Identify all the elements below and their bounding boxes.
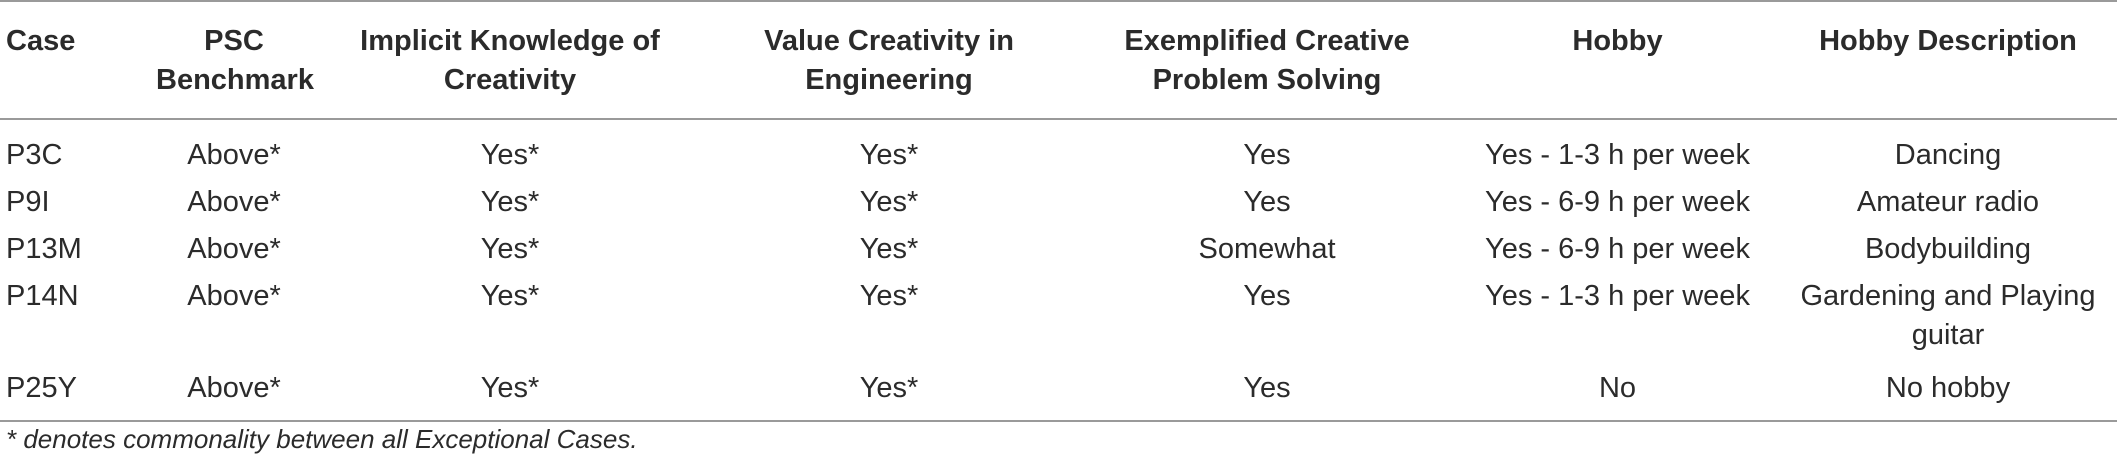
cell-implicit-knowledge: Yes* <box>480 139 540 171</box>
cell-implicit-knowledge: Yes* <box>480 280 540 312</box>
cell-psc-benchmark: Above* <box>187 372 281 404</box>
header-psc-benchmark: PSC Benchmark <box>148 1 320 119</box>
table-header: Case PSC Benchmark Implicit Knowledge of C… <box>0 1 2117 119</box>
cell-implicit-knowledge: Yes* <box>480 372 540 404</box>
header-case-text: Case <box>6 25 76 57</box>
cell-case: P25Y <box>6 372 77 404</box>
cell-case: P3C <box>6 139 63 171</box>
header-hobby-description-text: Hobby Description <box>1819 25 2077 57</box>
cell-value-creativity: Yes* <box>859 233 919 265</box>
cell-exemplified-problem-solving: Yes <box>1243 186 1291 218</box>
header-value-creativity: Value Creativity in Engineering <box>700 1 1078 119</box>
cell-value-creativity: Yes* <box>859 186 919 218</box>
header-value-line1: Value Creativity in <box>764 25 1014 57</box>
cell-value-creativity: Yes* <box>859 139 919 171</box>
cell-exemplified-problem-solving: Yes <box>1243 372 1291 404</box>
cell-hobby: Yes - 6-9 h per week <box>1485 186 1750 218</box>
cell-value-creativity: Yes* <box>859 372 919 404</box>
header-implicit-knowledge: Implicit Knowledge of Creativity <box>320 1 700 119</box>
data-table-container: Case PSC Benchmark Implicit Knowledge of C… <box>0 1 2117 421</box>
cell-hobby: No <box>1598 372 1637 404</box>
cell-case: P14N <box>6 280 79 312</box>
cell-value-creativity: Yes* <box>859 280 919 312</box>
table-body: P3C Above* Yes* Yes* Yes Yes - 1-3 h per… <box>0 119 2117 421</box>
cell-psc-benchmark: Above* <box>187 139 281 171</box>
cell-hobby-description: Dancing <box>1894 139 2002 171</box>
header-row: Case PSC Benchmark Implicit Knowledge of C… <box>0 1 2117 119</box>
table-row: P13M Above* Yes* Yes* Somewhat Yes - 6-9… <box>0 226 2117 273</box>
header-case: Case <box>0 1 148 119</box>
table-row: P25Y Above* Yes* Yes* Yes No No hobby <box>0 359 2117 421</box>
exceptional-cases-table: Case PSC Benchmark Implicit Knowledge of C… <box>0 1 2117 421</box>
header-hobby-text: Hobby <box>1572 25 1663 57</box>
cell-psc-benchmark: Above* <box>187 280 281 312</box>
header-psc-line1: PSC <box>204 25 264 57</box>
cell-hobby-description: Bodybuilding <box>1864 233 2032 265</box>
cell-hobby-description: Gardening and Playing guitar <box>1800 280 2096 351</box>
table-footnote: * denotes commonality between all Except… <box>6 424 638 454</box>
cell-exemplified-problem-solving: Yes <box>1243 139 1291 171</box>
cell-psc-benchmark: Above* <box>187 186 281 218</box>
cell-exemplified-problem-solving: Yes <box>1243 280 1291 312</box>
header-psc-line2: Benchmark <box>156 64 314 96</box>
cell-case: P9I <box>6 186 50 218</box>
header-value-line2: Engineering <box>805 64 973 96</box>
header-hobby: Hobby <box>1456 1 1779 119</box>
header-implicit-line1: Implicit Knowledge of <box>360 25 660 57</box>
table-row: P9I Above* Yes* Yes* Yes Yes - 6-9 h per… <box>0 179 2117 226</box>
cell-hobby: Yes - 6-9 h per week <box>1485 233 1750 265</box>
cell-hobby: Yes - 1-3 h per week <box>1485 280 1750 312</box>
cell-exemplified-problem-solving: Somewhat <box>1198 233 1336 265</box>
cell-implicit-knowledge: Yes* <box>480 233 540 265</box>
header-hobby-description: Hobby Description <box>1779 1 2117 119</box>
cell-implicit-knowledge: Yes* <box>480 186 540 218</box>
table-row: P14N Above* Yes* Yes* Yes Yes - 1-3 h pe… <box>0 273 2117 359</box>
header-exemplified-line1: Exemplified Creative <box>1124 25 1410 57</box>
table-row: P3C Above* Yes* Yes* Yes Yes - 1-3 h per… <box>0 119 2117 179</box>
cell-hobby-description: No hobby <box>1885 372 2011 404</box>
header-exemplified-line2: Problem Solving <box>1152 64 1382 96</box>
header-implicit-line2: Creativity <box>443 64 577 96</box>
cell-hobby-description: Amateur radio <box>1856 186 2040 218</box>
cell-case: P13M <box>6 233 82 265</box>
header-exemplified-problem-solving: Exemplified Creative Problem Solving <box>1078 1 1456 119</box>
cell-hobby: Yes - 1-3 h per week <box>1485 139 1750 171</box>
cell-psc-benchmark: Above* <box>187 233 281 265</box>
